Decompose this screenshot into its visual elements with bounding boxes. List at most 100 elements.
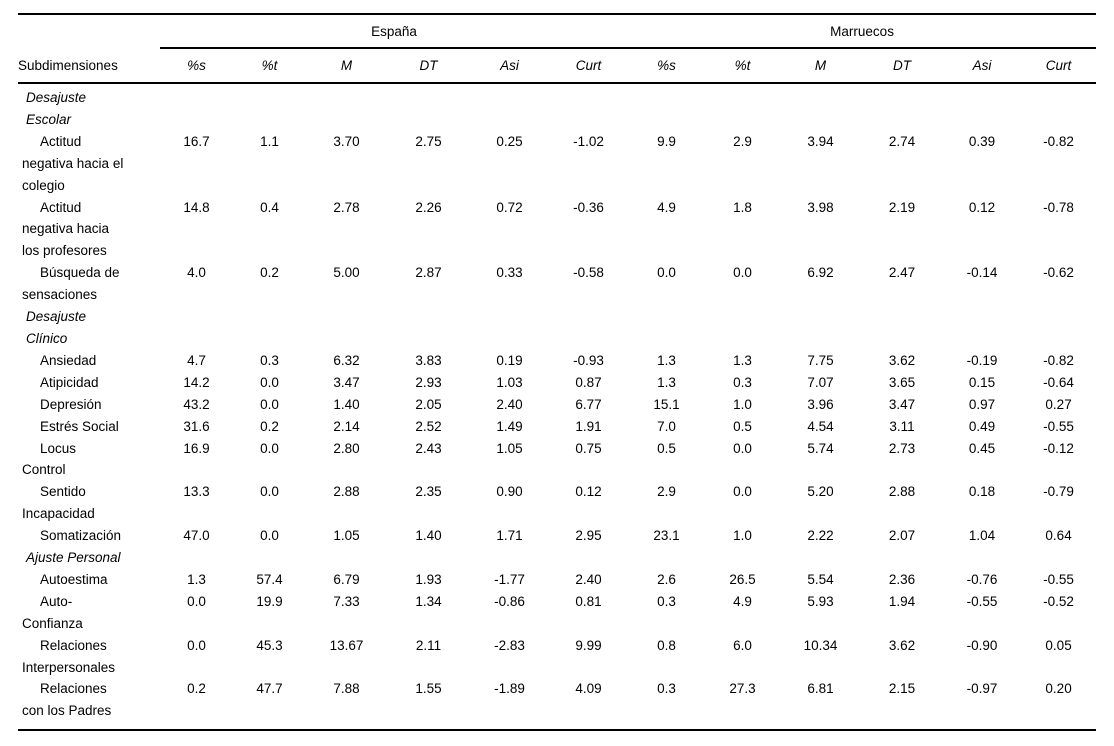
- data-row: Sentido Incapacidad 13.3 0.0 2.88 2.35 0.90 0.1…: [18, 481, 1096, 525]
- cell-value: 1.91: [575, 418, 602, 434]
- stub-header: Subdimensiones: [18, 48, 160, 84]
- data-row: Relaciones Interpersonales 0.0 45.3 13.67 2.1…: [18, 635, 1096, 679]
- table-head: España Marruecos Subdimensiones %s %t M DT A…: [18, 13, 1097, 84]
- label-line: Relaciones: [40, 637, 107, 653]
- label-line: Auto-: [40, 593, 73, 609]
- cell-value: 1.0: [733, 396, 752, 412]
- cell-value: -1.77: [494, 571, 525, 587]
- cell-empty: [780, 547, 861, 569]
- cell-value: 0.0: [733, 265, 752, 281]
- cell-value: 6.81: [780, 678, 862, 732]
- cell-empty: [1021, 306, 1096, 350]
- cell-value: 16.7: [183, 133, 210, 149]
- cell-empty: [780, 306, 861, 350]
- cell-value: 1.1: [260, 133, 279, 149]
- cell-value: -0.36: [573, 199, 604, 215]
- country-header-row: España Marruecos: [18, 13, 1097, 49]
- cell-value: -0.76: [966, 571, 998, 587]
- cell-value: 0.2: [260, 418, 279, 434]
- row-label: Actitud negativa hacia los profesores: [18, 197, 160, 263]
- row-label: Autoestima: [18, 569, 160, 591]
- cell-value: 0.25: [496, 133, 523, 149]
- cell-value: 5.93: [807, 593, 834, 609]
- column-header-espana-pcts: %s: [160, 48, 233, 84]
- cell-empty: [233, 547, 306, 569]
- label-line: Control: [22, 462, 66, 478]
- cell-value: 1.0: [733, 528, 752, 544]
- cell-value: -0.55: [1043, 571, 1074, 587]
- cell-value: 5.20: [807, 484, 834, 500]
- cell-value: 0.5: [657, 440, 676, 456]
- row-label: Relaciones Interpersonales: [18, 635, 160, 679]
- cell-value: 0.0: [260, 374, 279, 390]
- label-line: negativa hacia el: [22, 155, 124, 171]
- cell-empty: [861, 547, 943, 569]
- data-row: Locus Control 16.9 0.0 2.80 2.43 1.05 0.75 0.5 0.…: [18, 438, 1096, 482]
- section-label: Desajuste Escolar: [18, 83, 160, 131]
- cell-value: 3.62: [888, 352, 916, 368]
- cell-value: 1.3: [733, 352, 752, 368]
- label-line: los profesores: [22, 243, 107, 259]
- cell-value: 15.1: [653, 396, 680, 412]
- cell-value: -1.89: [470, 678, 549, 732]
- cell-value: 0.05: [1045, 637, 1072, 653]
- cell-value: 2.05: [415, 396, 442, 412]
- column-header-espana-dt: DT: [387, 48, 470, 84]
- cell-value: 0.72: [496, 199, 523, 215]
- cell-value: 0.90: [496, 484, 523, 500]
- cell-value: 7.0: [657, 418, 676, 434]
- cell-value: 2.9: [733, 133, 752, 149]
- data-row: Autoestima 1.3 57.4 6.79 1.93 -1.77 2.40 2.6 26.…: [18, 569, 1096, 591]
- cell-value: 2.88: [888, 484, 916, 500]
- cell-empty: [549, 547, 628, 569]
- cell-empty: [861, 306, 943, 350]
- label-line: Escolar: [26, 111, 72, 127]
- cell-value: -0.97: [943, 678, 1022, 732]
- cell-value: 0.0: [187, 637, 206, 653]
- cell-empty: [306, 83, 387, 131]
- cell-value: 1.34: [415, 593, 442, 609]
- cell-value: 4.0: [187, 265, 206, 281]
- cell-empty: [160, 547, 233, 569]
- label-line: Relaciones: [40, 681, 107, 697]
- label-line: Atipicidad: [40, 374, 99, 390]
- cell-value: 2.22: [807, 528, 834, 544]
- cell-empty: [470, 547, 549, 569]
- section-row: Ajuste Personal: [18, 547, 1096, 569]
- section-label: Ajuste Personal: [18, 547, 160, 569]
- cell-value: 23.1: [653, 528, 680, 544]
- column-header-marruecos-pcts: %s: [628, 48, 706, 84]
- cell-value: 43.2: [183, 396, 210, 412]
- cell-value: 1.3: [187, 571, 206, 587]
- data-row: Depresión 43.2 0.0 1.40 2.05 2.40 6.77 15.1 1.0 3…: [18, 394, 1096, 416]
- cell-value: 26.5: [729, 571, 756, 587]
- cell-value: 2.93: [415, 374, 442, 390]
- row-label: Somatización: [18, 525, 160, 547]
- cell-value: 5.00: [333, 265, 360, 281]
- cell-value: 3.65: [888, 374, 916, 390]
- row-label: Actitud negativa hacia el colegio: [18, 131, 160, 197]
- cell-value: 6.92: [807, 265, 834, 281]
- cell-value: 1.05: [333, 528, 360, 544]
- cell-value: 9.9: [657, 133, 676, 149]
- cell-value: 0.15: [968, 374, 996, 390]
- cell-empty: [780, 83, 861, 131]
- cell-value: 2.73: [888, 440, 916, 456]
- cell-value: 0.0: [260, 528, 279, 544]
- column-header-marruecos-curt: Curt: [1021, 48, 1097, 84]
- cell-value: 7.07: [807, 374, 834, 390]
- cell-empty: [861, 83, 943, 131]
- cell-empty: [1021, 83, 1096, 131]
- cell-value: 0.19: [496, 352, 523, 368]
- label-line: Somatización: [40, 528, 122, 544]
- cell-value: 2.95: [575, 528, 602, 544]
- group-header-marruecos: Marruecos: [628, 13, 1097, 49]
- cell-value: 0.0: [260, 396, 279, 412]
- cell-value: 27.3: [705, 678, 781, 732]
- cell-value: -0.58: [573, 265, 604, 281]
- cell-empty: [1021, 547, 1096, 569]
- label-line: Confianza: [22, 615, 83, 631]
- cell-value: 1.3: [657, 352, 676, 368]
- document-page: España Marruecos Subdimensiones %s %t M DT A…: [18, 13, 1097, 732]
- cell-value: 0.4: [260, 199, 279, 215]
